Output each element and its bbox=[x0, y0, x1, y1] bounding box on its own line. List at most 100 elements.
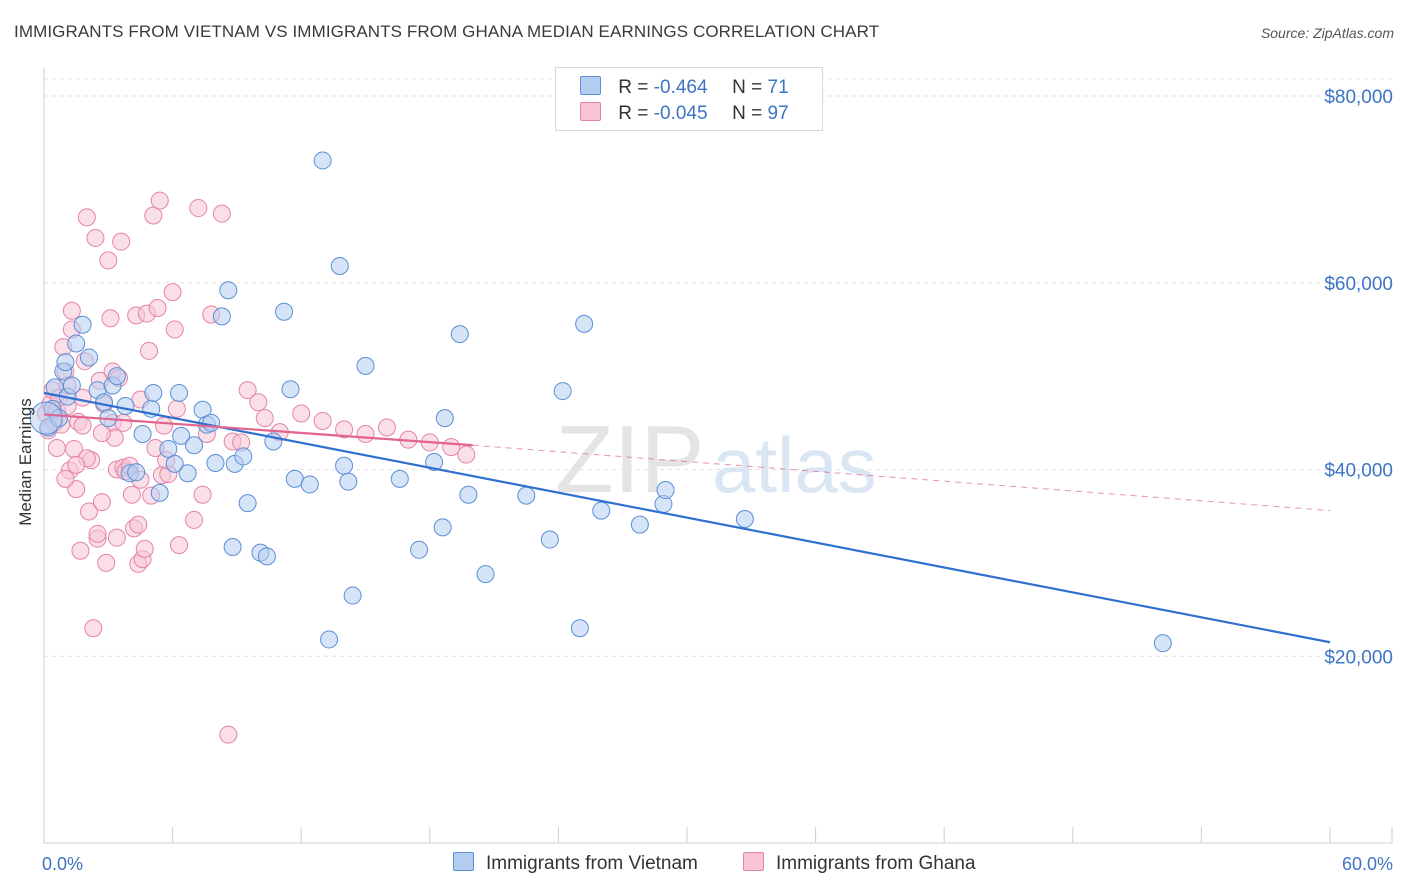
y-tick-label: $40,000 bbox=[1324, 461, 1393, 482]
ghana-point bbox=[249, 393, 268, 412]
bottom-label-vietnam: Immigrants from Vietnam bbox=[486, 853, 698, 874]
watermark-atlas: atlas bbox=[712, 421, 877, 509]
vietnam-point bbox=[234, 447, 253, 466]
ghana-point bbox=[88, 524, 107, 543]
ghana-point bbox=[144, 206, 163, 225]
gridlines bbox=[44, 78, 1392, 657]
vietnam-point bbox=[335, 456, 354, 475]
vietnam-point bbox=[133, 425, 152, 444]
vietnam-point bbox=[185, 436, 204, 455]
legend-swatch-ghana bbox=[580, 102, 601, 121]
ghana-point bbox=[62, 301, 81, 320]
ghana-point bbox=[135, 539, 154, 558]
ghana-point bbox=[122, 485, 141, 504]
ghana-point bbox=[99, 251, 118, 270]
vietnam-point bbox=[144, 383, 163, 402]
bottom-label-ghana: Immigrants from Ghana bbox=[776, 853, 976, 874]
x-tick-label-max: 60.0% bbox=[1342, 854, 1393, 874]
legend-r-value: -0.464 bbox=[653, 77, 708, 98]
legend-row-ghana: R = -0.045 N = 97 bbox=[580, 102, 789, 126]
vietnam-point bbox=[223, 538, 242, 557]
ghana-point bbox=[457, 445, 476, 464]
ghana-point bbox=[140, 341, 159, 360]
vietnam-point bbox=[459, 485, 478, 504]
vietnam-point bbox=[275, 302, 294, 321]
ghana-point bbox=[185, 510, 204, 529]
vietnam-point bbox=[656, 481, 675, 500]
legend-n-value: 71 bbox=[767, 77, 789, 98]
vietnam-point bbox=[592, 501, 611, 520]
vietnam-point bbox=[735, 509, 754, 528]
ghana-point bbox=[167, 399, 186, 418]
vietnam-point bbox=[178, 464, 197, 483]
axes bbox=[43, 68, 1393, 844]
vietnam-point bbox=[425, 453, 444, 472]
vietnam-point bbox=[150, 483, 169, 502]
vietnam-point bbox=[339, 472, 358, 491]
vietnam-point bbox=[95, 393, 114, 412]
ghana-point bbox=[114, 413, 133, 432]
ghana-point bbox=[292, 404, 311, 423]
y-tick-label: $20,000 bbox=[1324, 647, 1393, 668]
vietnam-point bbox=[202, 413, 221, 432]
ghana-point bbox=[219, 725, 238, 744]
vietnam-point bbox=[343, 586, 362, 605]
vietnam-point bbox=[62, 376, 81, 395]
vietnam-point bbox=[29, 401, 63, 435]
trend-lines bbox=[43, 391, 1331, 644]
vietnam-point bbox=[570, 619, 589, 638]
vietnam-point bbox=[553, 382, 572, 401]
vietnam-point bbox=[165, 454, 184, 473]
vietnam-point bbox=[257, 547, 276, 566]
ghana-point bbox=[71, 541, 90, 560]
ghana-point bbox=[193, 485, 212, 504]
vietnam-point bbox=[300, 475, 319, 494]
legend-n-label: N = bbox=[732, 77, 763, 98]
vietnam-point bbox=[630, 515, 649, 534]
ghana-point bbox=[84, 619, 103, 638]
vietnam-point bbox=[575, 314, 594, 333]
vietnam-point bbox=[410, 540, 429, 559]
vietnam-point bbox=[285, 469, 304, 488]
ghana-point bbox=[255, 409, 274, 428]
vietnam-point bbox=[435, 409, 454, 428]
vietnam-point bbox=[67, 334, 86, 353]
vietnam-point bbox=[540, 530, 559, 549]
vietnam-point bbox=[107, 367, 126, 386]
vietnam-point bbox=[172, 426, 191, 445]
vietnam-point bbox=[320, 630, 339, 649]
vietnam-points bbox=[29, 151, 1172, 653]
ghana-point bbox=[92, 493, 111, 512]
ghana-point bbox=[170, 536, 189, 555]
vietnam-point bbox=[1153, 634, 1172, 653]
vietnam-point bbox=[313, 151, 332, 170]
legend-n-value: 97 bbox=[767, 103, 789, 124]
ghana-trend-extension bbox=[472, 444, 1331, 512]
bottom-legend-vietnam: Immigrants from Vietnam bbox=[453, 852, 698, 875]
y-tick-label: $60,000 bbox=[1324, 274, 1393, 295]
vietnam-point bbox=[127, 463, 146, 482]
ghana-point bbox=[129, 515, 148, 534]
ghana-point bbox=[107, 528, 126, 547]
vietnam-point bbox=[356, 356, 375, 375]
ghana-point bbox=[47, 439, 66, 458]
x-tick-label-min: 0.0% bbox=[42, 854, 83, 874]
vietnam-point bbox=[159, 439, 178, 458]
legend-n-label: N = bbox=[732, 103, 763, 124]
ghana-point bbox=[97, 553, 116, 572]
y-axis-title: Median Earnings bbox=[16, 398, 35, 526]
ghana-point bbox=[150, 191, 169, 210]
ghana-point bbox=[112, 232, 131, 251]
ghana-point bbox=[148, 298, 167, 317]
ghana-point bbox=[101, 309, 120, 328]
legend-row-vietnam: R = -0.464 N = 71 bbox=[580, 76, 789, 100]
ghana-point bbox=[155, 416, 174, 435]
vietnam-point bbox=[219, 281, 238, 300]
vietnam-point bbox=[170, 383, 189, 402]
ghana-point bbox=[442, 438, 461, 457]
ghana-point bbox=[73, 416, 92, 435]
bottom-swatch-ghana bbox=[743, 852, 764, 871]
ghana-point bbox=[163, 283, 182, 302]
ghana-point bbox=[377, 418, 396, 437]
